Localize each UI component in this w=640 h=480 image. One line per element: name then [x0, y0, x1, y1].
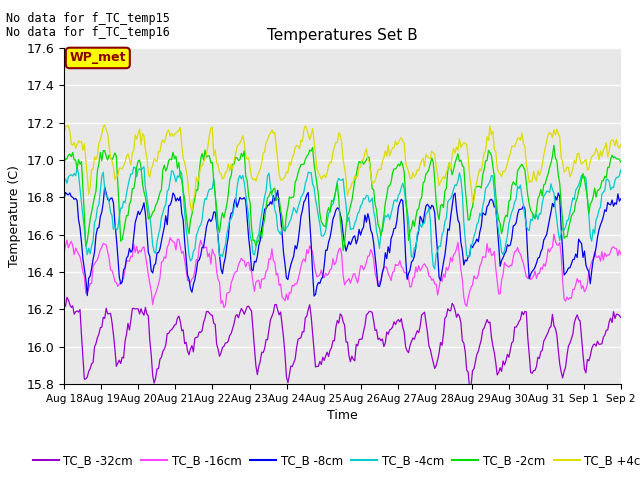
Text: WP_met: WP_met	[70, 51, 126, 64]
TC_B -4cm	[617, 167, 625, 172]
TC_B -2cm	[550, 143, 558, 148]
TC_B -4cm	[140, 164, 148, 170]
TC_B -4cm	[79, 213, 87, 219]
TC_B -16cm	[79, 269, 87, 275]
Line: TC_B -32cm: TC_B -32cm	[64, 298, 621, 388]
TC_B -2cm	[617, 159, 625, 165]
Legend: TC_B -32cm, TC_B -16cm, TC_B -8cm, TC_B -4cm, TC_B -2cm, TC_B +4cm: TC_B -32cm, TC_B -16cm, TC_B -8cm, TC_B …	[28, 450, 640, 472]
TC_B -2cm	[60, 154, 68, 159]
TC_B -2cm	[616, 156, 623, 162]
TC_B -16cm	[220, 305, 228, 311]
TC_B -32cm	[617, 315, 625, 321]
TC_B -16cm	[60, 249, 68, 254]
TC_B -4cm	[543, 188, 550, 194]
TC_B -4cm	[60, 177, 68, 182]
TC_B +4cm	[617, 142, 625, 147]
TC_B +4cm	[543, 138, 550, 144]
TC_B -16cm	[458, 277, 466, 283]
TC_B +4cm	[460, 140, 468, 145]
Text: No data for f_TC_temp16: No data for f_TC_temp16	[6, 26, 170, 39]
Line: TC_B +4cm: TC_B +4cm	[64, 125, 621, 211]
TC_B -32cm	[543, 333, 550, 338]
TC_B -8cm	[97, 214, 104, 219]
TC_B -16cm	[617, 252, 625, 257]
TC_B +4cm	[616, 145, 623, 151]
TC_B -8cm	[101, 184, 109, 190]
TC_B -32cm	[81, 376, 88, 382]
Line: TC_B -2cm: TC_B -2cm	[64, 145, 621, 251]
TC_B -4cm	[616, 173, 623, 179]
TC_B -2cm	[79, 186, 87, 192]
Text: No data for f_TC_temp15: No data for f_TC_temp15	[6, 12, 170, 25]
TC_B -2cm	[348, 198, 356, 204]
TC_B +4cm	[60, 131, 68, 137]
TC_B -32cm	[60, 300, 68, 306]
TC_B -32cm	[348, 353, 356, 359]
Line: TC_B -8cm: TC_B -8cm	[64, 187, 621, 296]
TC_B -16cm	[348, 276, 356, 281]
TC_B -2cm	[97, 150, 104, 156]
TC_B -8cm	[617, 196, 625, 202]
TC_B -8cm	[460, 262, 468, 268]
TC_B -8cm	[79, 256, 87, 262]
TC_B -4cm	[348, 226, 356, 231]
TC_B -4cm	[460, 219, 468, 225]
TC_B -4cm	[431, 266, 438, 272]
TC_B +4cm	[79, 147, 87, 153]
TC_B -4cm	[97, 188, 104, 193]
Y-axis label: Temperature (C): Temperature (C)	[8, 165, 21, 267]
TC_B -2cm	[339, 248, 347, 253]
TC_B +4cm	[349, 179, 357, 185]
TC_B -8cm	[616, 198, 623, 204]
TC_B -2cm	[541, 181, 549, 187]
X-axis label: Time: Time	[327, 409, 358, 422]
Line: TC_B -4cm: TC_B -4cm	[64, 167, 621, 269]
TC_B -8cm	[310, 293, 318, 299]
TC_B -32cm	[63, 295, 71, 300]
Line: TC_B -16cm: TC_B -16cm	[64, 234, 621, 308]
TC_B -8cm	[543, 232, 550, 238]
TC_B -16cm	[550, 231, 558, 237]
TC_B -32cm	[616, 312, 623, 318]
TC_B -32cm	[458, 338, 466, 344]
TC_B -2cm	[458, 163, 466, 168]
TC_B -8cm	[349, 234, 357, 240]
TC_B +4cm	[101, 122, 109, 128]
TC_B -16cm	[616, 247, 623, 253]
Title: Temperatures Set B: Temperatures Set B	[267, 28, 418, 43]
TC_B -32cm	[98, 324, 106, 330]
TC_B -8cm	[60, 197, 68, 203]
TC_B -32cm	[466, 385, 474, 391]
TC_B +4cm	[188, 208, 196, 214]
TC_B -16cm	[97, 247, 104, 253]
TC_B -16cm	[541, 264, 549, 269]
TC_B +4cm	[97, 137, 104, 143]
